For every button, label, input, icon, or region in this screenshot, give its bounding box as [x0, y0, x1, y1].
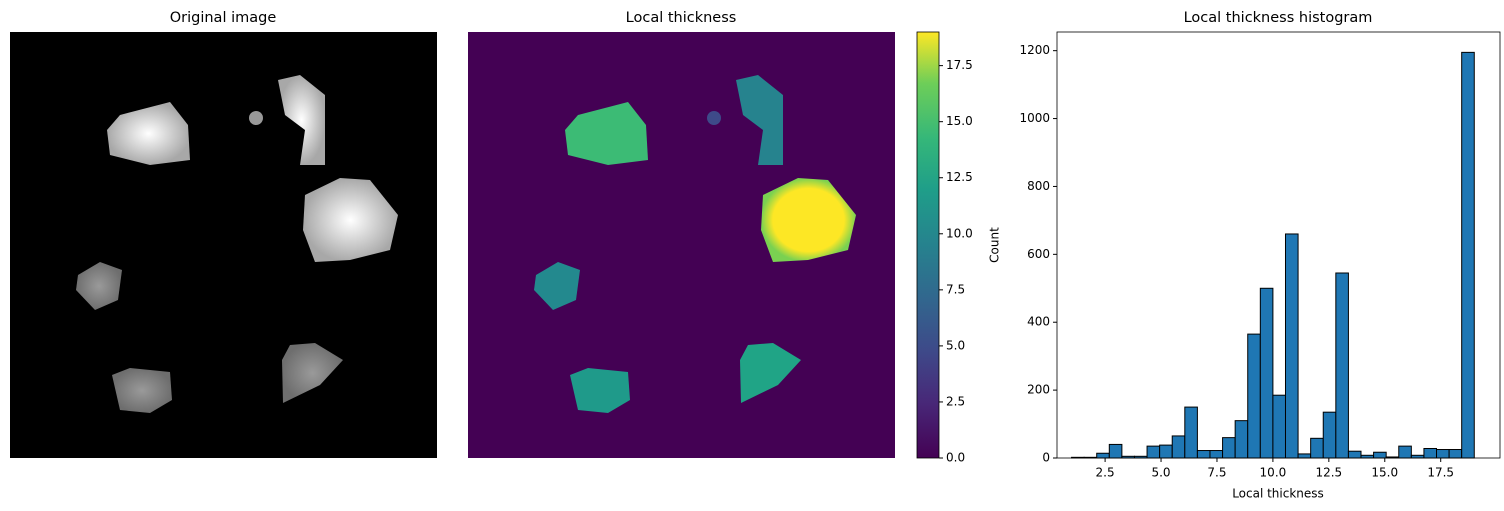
colorbar-tick-label: 15.0	[946, 114, 973, 128]
x-axis-label: Local thickness	[1232, 487, 1324, 501]
x-tick-label: 15.0	[1371, 466, 1398, 480]
bar	[1398, 445, 1412, 459]
bar	[1171, 435, 1186, 459]
panel-title: Local thickness histogram	[1184, 10, 1373, 26]
bar	[1410, 454, 1425, 459]
bar	[1209, 450, 1224, 459]
y-tick-label: 0	[1042, 451, 1050, 465]
bar	[1310, 437, 1324, 459]
panel-title: Original image	[170, 10, 277, 26]
bar	[1159, 444, 1173, 459]
x-tick-label: 12.5	[1315, 466, 1342, 480]
bar	[1222, 437, 1236, 459]
bar	[1196, 450, 1211, 459]
thickness-image	[468, 32, 895, 458]
bar	[1360, 454, 1375, 459]
x-tick-label: 5.0	[1151, 466, 1170, 480]
y-tick-label: 200	[1027, 383, 1050, 397]
colorbar-tick-label: 5.0	[946, 338, 965, 352]
bar	[1436, 449, 1450, 459]
bar	[1108, 443, 1123, 459]
bar	[1234, 420, 1249, 459]
bar	[1259, 287, 1274, 459]
y-tick-label: 1000	[1019, 111, 1050, 125]
x-tick-label: 7.5	[1207, 466, 1226, 480]
bar	[1272, 394, 1286, 459]
y-tick-label: 600	[1027, 247, 1050, 261]
axes-frame	[1056, 31, 1501, 459]
y-tick-label: 1200	[1019, 43, 1050, 57]
bar	[1297, 453, 1312, 459]
bar	[1461, 51, 1475, 459]
bar	[1373, 451, 1387, 459]
original-image	[10, 32, 437, 458]
x-tick-label: 10.0	[1260, 466, 1287, 480]
bar	[1347, 450, 1362, 459]
colorbar-tick-label: 7.5	[946, 282, 965, 296]
colorbar-tick-label: 2.5	[946, 394, 965, 408]
bar	[1335, 272, 1349, 459]
y-axis-label: Count	[988, 227, 1002, 263]
panel-title: Local thickness	[626, 10, 737, 26]
y-tick-label: 800	[1027, 179, 1050, 193]
bar	[1322, 411, 1337, 459]
colorbar-tick-label: 0.0	[946, 451, 965, 465]
bar	[1448, 449, 1463, 459]
x-tick-label: 2.5	[1096, 466, 1115, 480]
x-tick-label: 17.5	[1427, 466, 1454, 480]
bar	[1284, 233, 1299, 459]
bar	[1146, 445, 1161, 459]
bar	[1096, 452, 1110, 459]
colorbar-tick-label: 17.5	[946, 58, 973, 72]
bar	[1247, 333, 1261, 459]
colorbar	[916, 31, 940, 459]
colorbar-tick-label: 10.0	[946, 226, 973, 240]
bar	[1184, 406, 1198, 459]
y-tick-label: 400	[1027, 315, 1050, 329]
bar	[1423, 447, 1438, 459]
colorbar-tick-label: 12.5	[946, 170, 973, 184]
